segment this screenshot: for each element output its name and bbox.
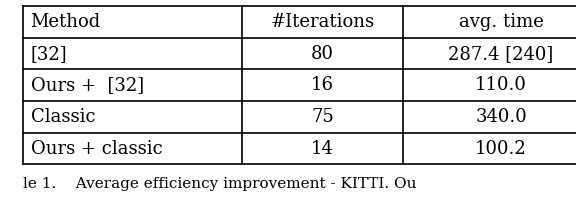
Text: 16: 16: [311, 76, 334, 94]
Text: #Iterations: #Iterations: [271, 13, 374, 31]
Text: le 1.    Average efficiency improvement - KITTI. Ou: le 1. Average efficiency improvement - K…: [23, 177, 416, 191]
Text: 80: 80: [311, 45, 334, 63]
Text: 75: 75: [311, 108, 334, 126]
Text: 340.0: 340.0: [475, 108, 527, 126]
Text: avg. time: avg. time: [458, 13, 544, 31]
Text: Classic: Classic: [31, 108, 95, 126]
Text: Ours +  [32]: Ours + [32]: [31, 76, 143, 94]
Text: Ours + classic: Ours + classic: [31, 140, 162, 157]
Text: 100.2: 100.2: [475, 140, 527, 157]
Text: Method: Method: [31, 13, 101, 31]
Text: 110.0: 110.0: [475, 76, 527, 94]
Text: [32]: [32]: [31, 45, 67, 63]
Text: 287.4 [240]: 287.4 [240]: [449, 45, 554, 63]
Text: 14: 14: [311, 140, 334, 157]
